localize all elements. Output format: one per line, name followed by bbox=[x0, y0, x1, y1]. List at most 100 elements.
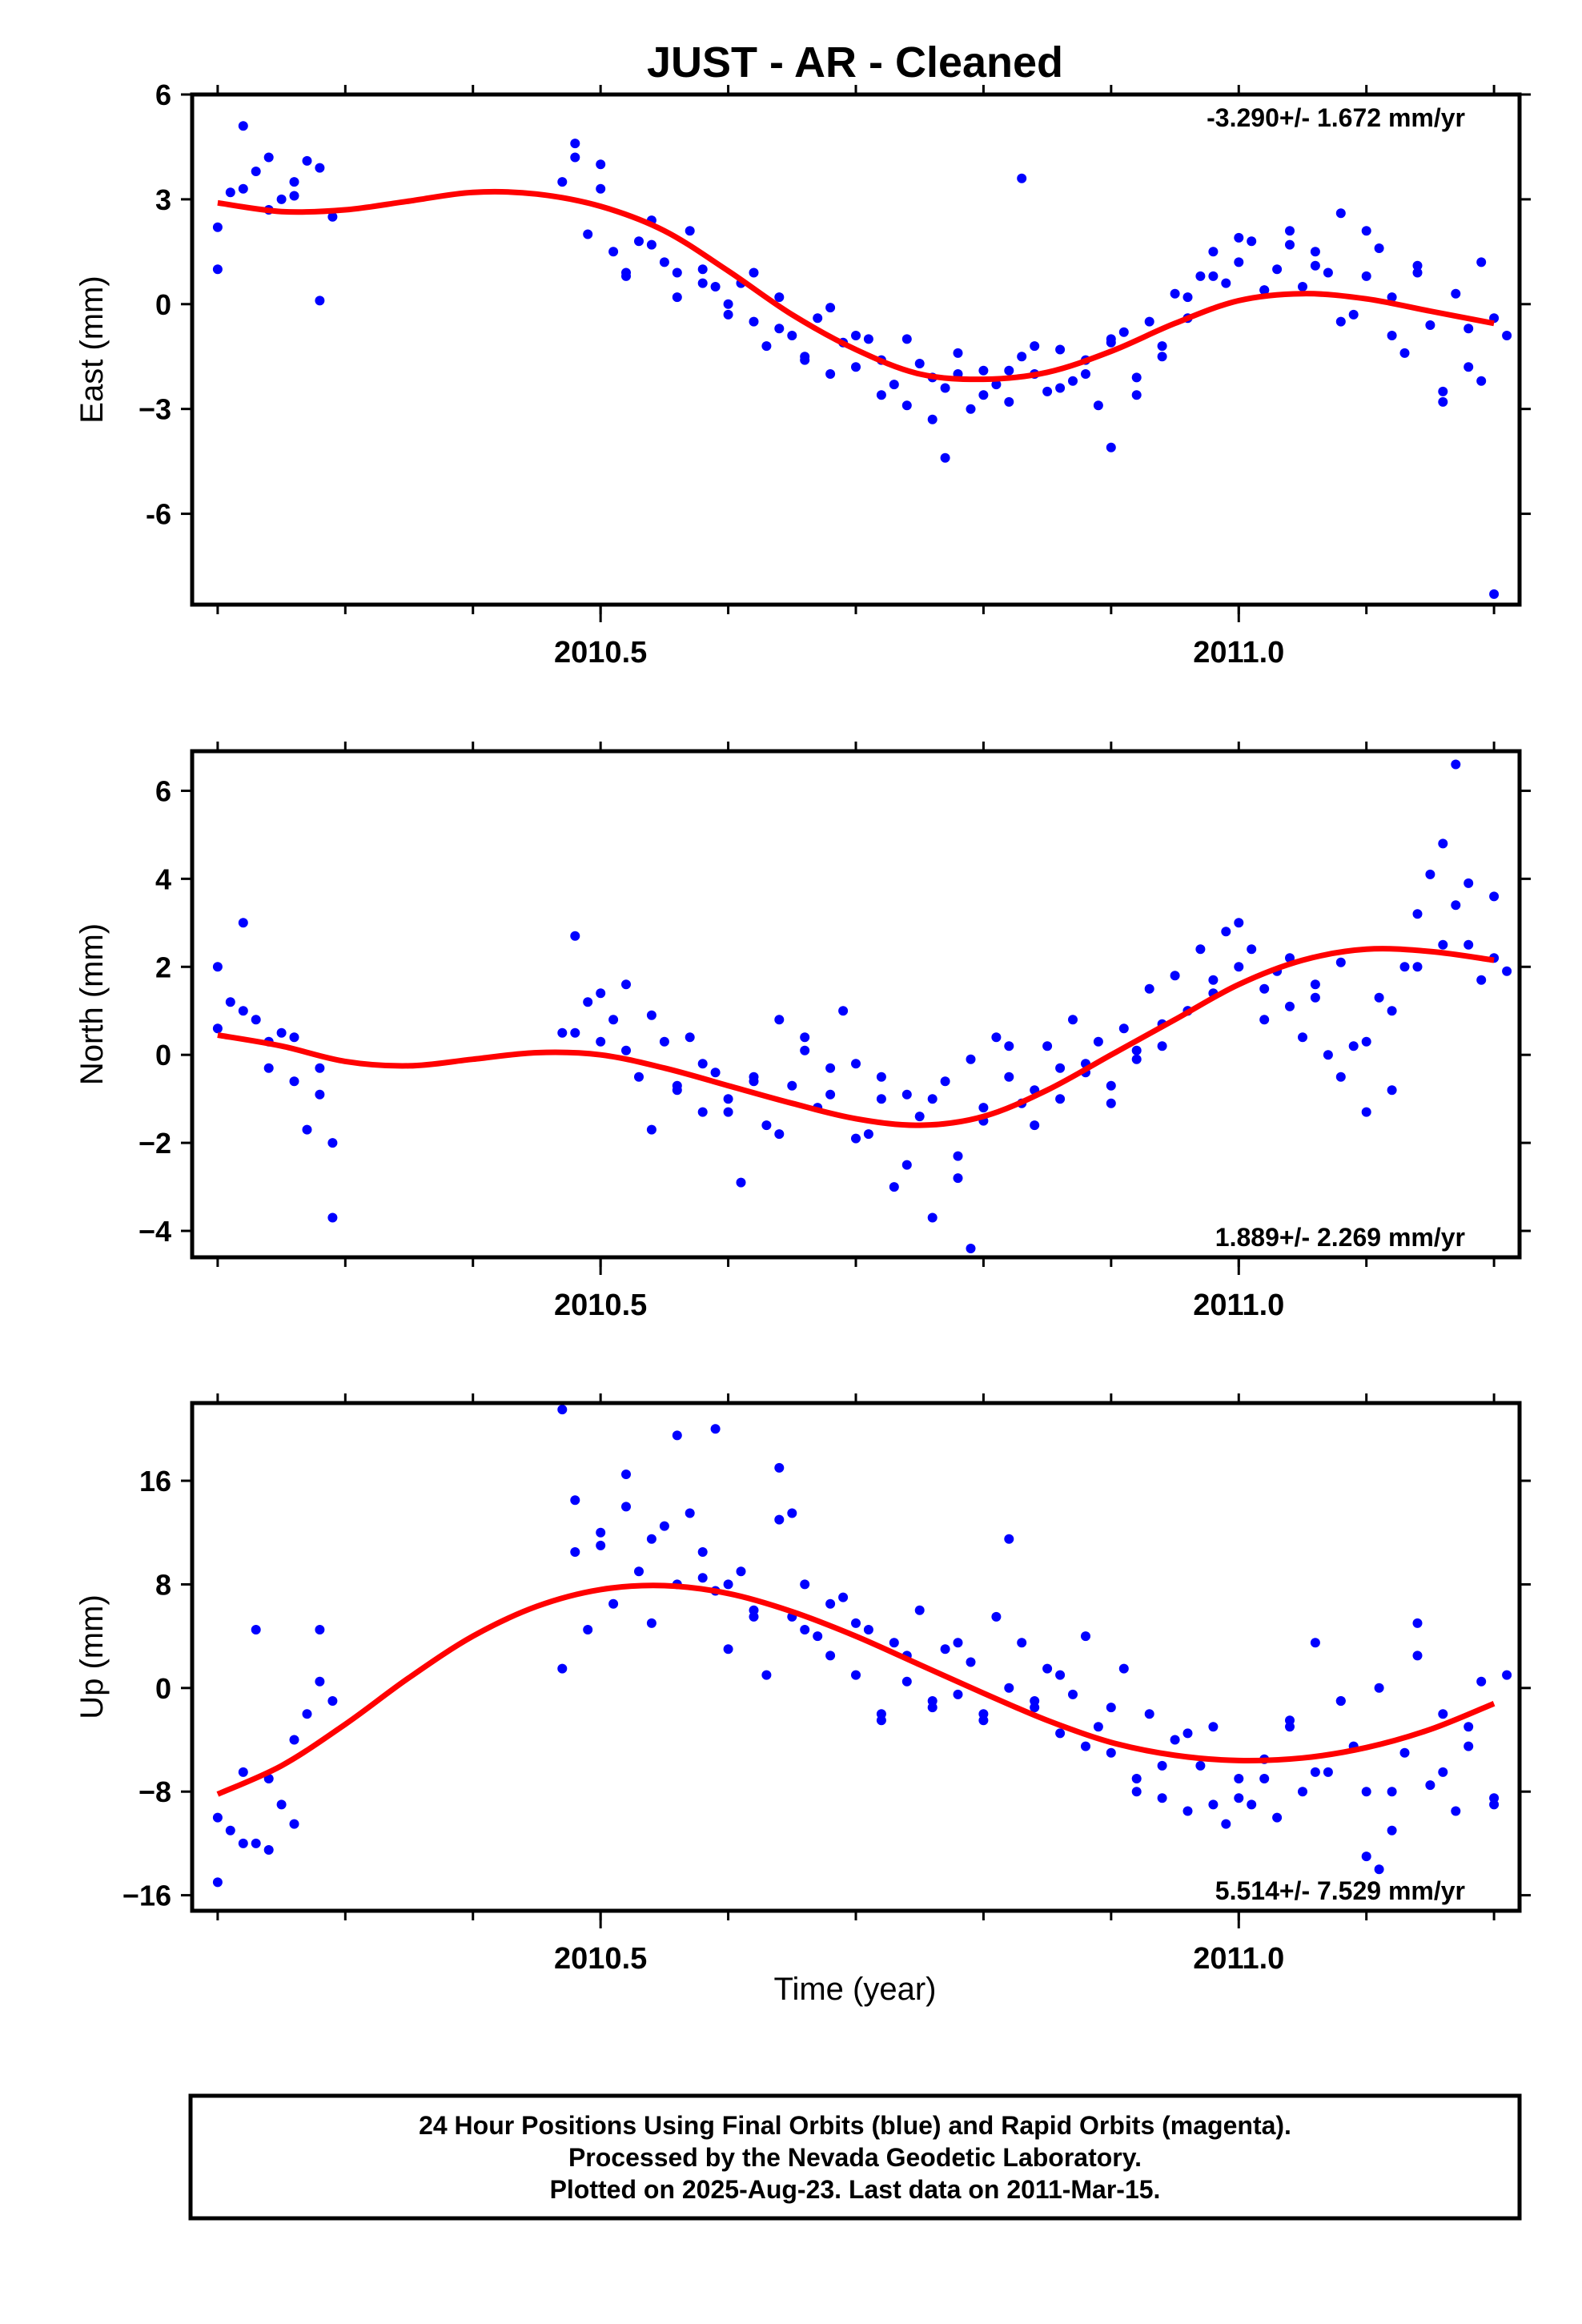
north-data-point bbox=[800, 1032, 810, 1043]
east-data-point bbox=[876, 390, 886, 400]
north-data-point bbox=[876, 1072, 886, 1082]
north-y-tick-label: −2 bbox=[139, 1127, 171, 1160]
up-data-point bbox=[289, 1819, 299, 1829]
east-data-point bbox=[1335, 316, 1346, 327]
up-data-point bbox=[1387, 1787, 1397, 1797]
up-data-point bbox=[1451, 1806, 1461, 1816]
up-data-point bbox=[596, 1527, 606, 1538]
east-data-point bbox=[1348, 309, 1359, 320]
north-data-point bbox=[1412, 909, 1423, 919]
up-data-point bbox=[749, 1611, 759, 1622]
north-data-point bbox=[1157, 1041, 1167, 1051]
east-data-point bbox=[583, 229, 593, 239]
north-data-point bbox=[1030, 1120, 1040, 1131]
north-data-point bbox=[1055, 1063, 1066, 1073]
east-data-point bbox=[1272, 264, 1283, 275]
north-data-point bbox=[914, 1112, 925, 1122]
up-data-point bbox=[646, 1618, 656, 1628]
north-x-tick-label: 2010.5 bbox=[554, 1289, 647, 1322]
north-data-point bbox=[1259, 983, 1270, 994]
east-data-point bbox=[1387, 292, 1397, 303]
east-data-point bbox=[1234, 257, 1244, 267]
north-data-point bbox=[953, 1151, 963, 1161]
up-data-point bbox=[1055, 1670, 1066, 1680]
north-data-point bbox=[736, 1177, 746, 1188]
east-data-point bbox=[1118, 327, 1129, 337]
east-data-point bbox=[1131, 390, 1142, 400]
up-y-tick-label: 8 bbox=[155, 1568, 171, 1601]
up-data-point bbox=[876, 1715, 886, 1726]
east-data-point bbox=[1285, 239, 1295, 250]
north-data-point bbox=[901, 1089, 912, 1100]
north-data-point bbox=[1489, 891, 1500, 902]
north-data-point bbox=[1348, 1041, 1359, 1051]
north-data-point bbox=[1335, 957, 1346, 967]
north-data-point bbox=[774, 1129, 785, 1140]
east-data-point bbox=[315, 163, 325, 173]
east-data-point bbox=[825, 303, 836, 313]
up-data-point bbox=[685, 1508, 695, 1518]
north-data-point bbox=[646, 1010, 656, 1020]
north-data-point bbox=[1310, 979, 1320, 990]
north-data-point bbox=[1425, 869, 1435, 879]
north-y-axis-label: North (mm) bbox=[74, 923, 110, 1085]
up-data-point bbox=[621, 1470, 631, 1479]
east-data-point bbox=[289, 177, 299, 187]
up-data-point bbox=[966, 1657, 976, 1667]
up-data-point bbox=[723, 1644, 733, 1655]
east-data-point bbox=[966, 404, 976, 414]
north-data-point bbox=[1004, 1072, 1014, 1082]
north-data-point bbox=[327, 1212, 338, 1223]
up-y-tick-label: −16 bbox=[122, 1880, 171, 1912]
north-data-point bbox=[1144, 983, 1154, 994]
north-data-point bbox=[1335, 1072, 1346, 1082]
east-data-point bbox=[1004, 365, 1014, 376]
east-data-point bbox=[749, 267, 759, 278]
north-data-point bbox=[1323, 1050, 1333, 1060]
north-data-point bbox=[685, 1032, 695, 1043]
east-y-tick-label: 0 bbox=[155, 288, 171, 321]
up-data-point bbox=[583, 1625, 593, 1634]
east-data-point bbox=[1234, 232, 1244, 243]
up-data-point bbox=[1106, 1703, 1116, 1713]
up-data-point bbox=[1361, 1852, 1371, 1862]
north-y-tick-label: −4 bbox=[139, 1215, 171, 1248]
east-data-point bbox=[238, 121, 248, 131]
north-data-point bbox=[1310, 992, 1320, 1003]
east-data-point bbox=[1017, 352, 1027, 362]
east-data-point bbox=[1361, 271, 1371, 281]
east-data-point bbox=[1323, 267, 1333, 278]
east-data-point bbox=[940, 383, 950, 393]
up-data-point bbox=[813, 1631, 823, 1642]
east-data-point bbox=[1106, 442, 1116, 452]
north-data-point bbox=[723, 1094, 733, 1104]
east-data-point bbox=[289, 191, 299, 201]
east-data-point bbox=[596, 183, 606, 194]
up-data-point bbox=[1272, 1812, 1283, 1823]
north-data-point bbox=[966, 1054, 976, 1064]
north-data-point bbox=[787, 1080, 797, 1091]
up-data-point bbox=[723, 1579, 733, 1590]
up-y-tick-label: −8 bbox=[139, 1775, 171, 1808]
up-data-point bbox=[263, 1845, 274, 1855]
east-data-point bbox=[685, 226, 695, 236]
north-data-point bbox=[634, 1072, 644, 1082]
north-x-tick-label: 2011.0 bbox=[1193, 1289, 1284, 1322]
east-data-point bbox=[1399, 348, 1410, 358]
east-data-point bbox=[761, 341, 772, 352]
east-data-point bbox=[621, 267, 631, 278]
north-data-point bbox=[1131, 1054, 1142, 1064]
up-data-point bbox=[596, 1540, 606, 1550]
up-data-point bbox=[978, 1709, 989, 1719]
up-x-tick-label: 2010.5 bbox=[554, 1942, 647, 1976]
north-data-point bbox=[327, 1138, 338, 1148]
up-data-point bbox=[672, 1430, 682, 1441]
north-data-point bbox=[697, 1059, 708, 1069]
north-data-point bbox=[263, 1063, 274, 1073]
up-data-point bbox=[557, 1405, 568, 1415]
north-plot-area bbox=[192, 751, 1520, 1257]
east-data-point bbox=[697, 264, 708, 275]
up-data-point bbox=[1438, 1709, 1448, 1719]
north-data-point bbox=[1093, 1036, 1103, 1047]
north-y-tick-label: 2 bbox=[155, 951, 171, 983]
